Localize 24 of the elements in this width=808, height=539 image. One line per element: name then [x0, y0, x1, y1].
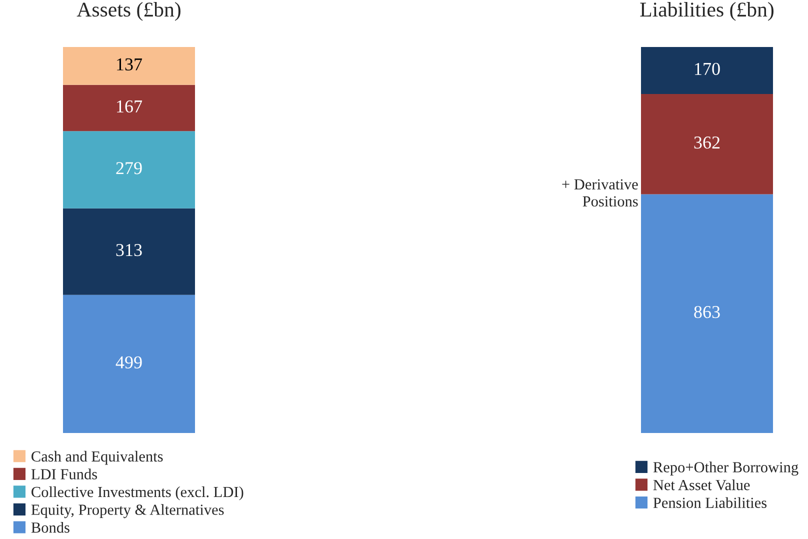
legend-label: Collective Investments (excl. LDI) — [32, 486, 244, 500]
legend-label: Bonds — [31, 522, 70, 533]
chart-title: Assets (£bn) — [76, 2, 180, 21]
chart-title: Liabilities (£bn) — [640, 2, 774, 21]
data-label: 170 — [695, 62, 720, 76]
legend-label: Cash and Equivalents — [32, 450, 163, 465]
bar — [63, 294, 195, 433]
text: + Derivative Positions — [562, 179, 638, 207]
bar — [63, 131, 195, 208]
data-label: 167 — [117, 100, 142, 113]
legend-label: Equity, Property & Alternatives — [31, 504, 224, 518]
bar — [63, 47, 195, 85]
data-label: 137 — [117, 58, 142, 70]
legend-label: Repo+Other Borrowing — [653, 462, 798, 476]
data-label: 863 — [694, 306, 720, 318]
legend-label: Net Asset Value — [653, 479, 750, 490]
data-label: 362 — [694, 136, 720, 149]
data-label: 313 — [116, 244, 142, 256]
bar — [63, 84, 195, 132]
legend-label: Pension Liabilities — [653, 497, 767, 508]
bar — [63, 208, 195, 295]
data-label: 499 — [116, 356, 142, 368]
legend-label: LDI Funds — [31, 468, 97, 480]
data-label: 279 — [116, 162, 142, 174]
